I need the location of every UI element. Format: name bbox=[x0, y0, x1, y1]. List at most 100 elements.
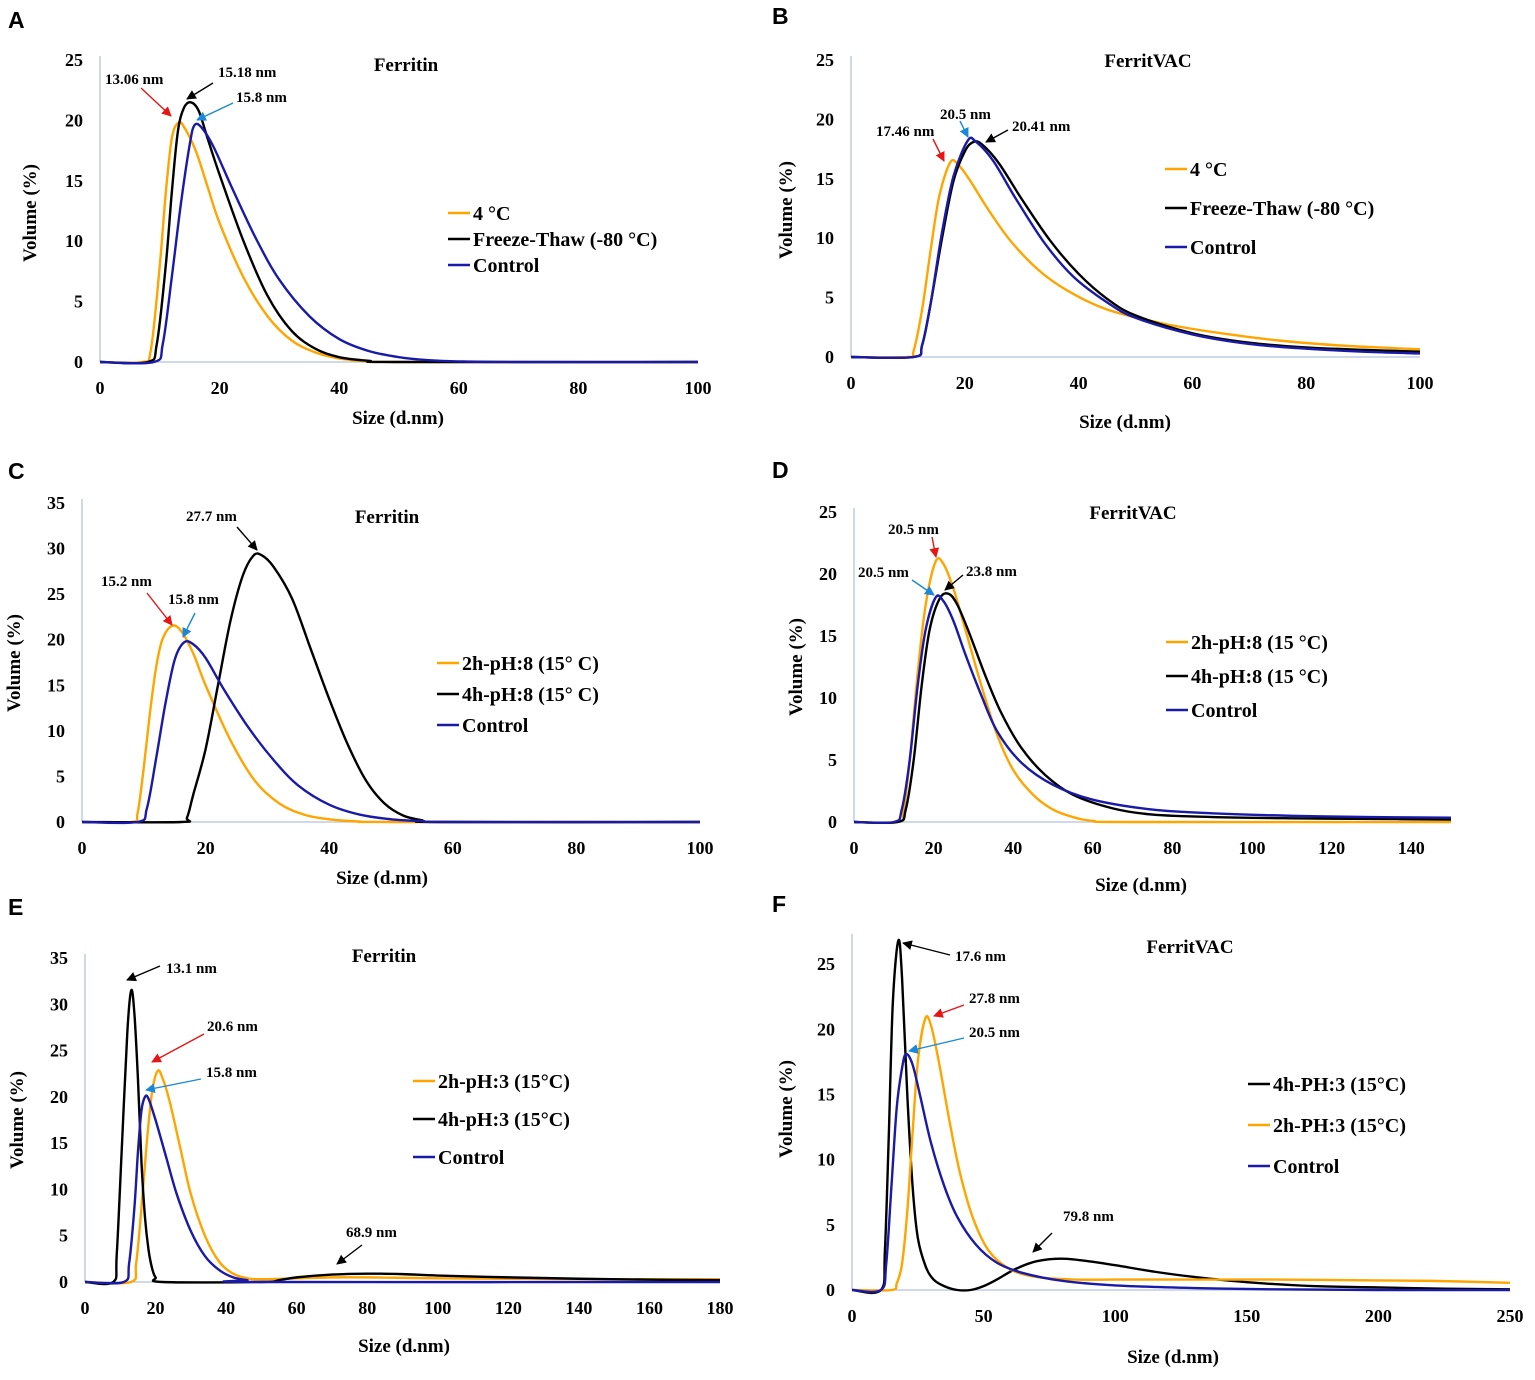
x-tick-label: 80 bbox=[1297, 373, 1315, 393]
x-tick-label: 80 bbox=[569, 378, 587, 398]
x-axis-label: Size (d.nm) bbox=[352, 408, 444, 429]
legend-label: Control bbox=[473, 255, 540, 277]
y-tick-label: 15 bbox=[65, 171, 83, 191]
y-axis-label: Volume (%) bbox=[4, 614, 25, 712]
series-line-3 bbox=[853, 594, 1452, 825]
y-tick-label: 0 bbox=[826, 1280, 835, 1300]
x-axis-label: Size (d.nm) bbox=[336, 868, 428, 889]
x-tick-label: 40 bbox=[217, 1298, 235, 1318]
peak-annotation-label: 15.8 nm bbox=[236, 90, 287, 106]
x-tick-label: 20 bbox=[147, 1298, 165, 1318]
x-tick-label: 150 bbox=[1233, 1306, 1260, 1326]
x-axis-label: Size (d.nm) bbox=[1127, 1347, 1219, 1368]
y-tick-label: 35 bbox=[50, 948, 68, 968]
peak-annotation-label: 13.06 nm bbox=[105, 72, 164, 88]
legend-label: 2h-pH:8 (15 °C) bbox=[1191, 632, 1328, 654]
series-line-2 bbox=[850, 140, 1421, 360]
y-tick-label: 30 bbox=[50, 994, 68, 1014]
x-tick-label: 100 bbox=[1407, 373, 1434, 393]
y-tick-label: 10 bbox=[819, 688, 837, 708]
legend-label: 4 °C bbox=[1190, 159, 1227, 181]
x-tick-label: 100 bbox=[1102, 1306, 1129, 1326]
chart-title: Ferritin bbox=[355, 507, 420, 528]
peak-annotation-label: 20.41 nm bbox=[1012, 119, 1071, 135]
series-line-3 bbox=[850, 136, 1421, 360]
series-line-2 bbox=[851, 1015, 1511, 1292]
y-tick-label: 25 bbox=[817, 954, 835, 974]
chart-title: Ferritin bbox=[374, 55, 439, 76]
chart-title: FerritVAC bbox=[1146, 937, 1233, 958]
peak-annotation-label: 23.8 nm bbox=[966, 564, 1017, 580]
series-line-2 bbox=[84, 988, 721, 1286]
peak-annotation-label: 20.5 nm bbox=[858, 565, 909, 581]
x-tick-label: 120 bbox=[495, 1298, 522, 1318]
legend-label: 2h-pH:8 (15° C) bbox=[462, 653, 599, 675]
x-tick-label: 60 bbox=[1183, 373, 1201, 393]
y-tick-label: 10 bbox=[817, 1150, 835, 1170]
panel-letter: E bbox=[8, 894, 23, 920]
x-tick-label: 60 bbox=[1084, 838, 1102, 858]
peak-annotation-label: 15.2 nm bbox=[101, 574, 152, 590]
x-tick-label: 80 bbox=[358, 1298, 376, 1318]
panel-c: C 0 20 40 60 80 100 0 5 10 15 20 25 30 35 Size (d.nm) Vo… bbox=[4, 458, 714, 889]
legend-label: Control bbox=[1191, 700, 1258, 722]
series-line-3 bbox=[851, 1052, 1511, 1294]
panel-letter: B bbox=[772, 3, 789, 29]
peak-annotation-label: 68.9 nm bbox=[346, 1225, 397, 1241]
y-tick-label: 25 bbox=[816, 50, 834, 70]
legend-label: Control bbox=[438, 1147, 505, 1169]
y-tick-label: 0 bbox=[828, 812, 837, 832]
x-tick-label: 0 bbox=[850, 838, 859, 858]
x-tick-label: 40 bbox=[320, 838, 338, 858]
x-tick-label: 60 bbox=[288, 1298, 306, 1318]
y-tick-label: 30 bbox=[47, 539, 65, 559]
peak-annotation-label: 15.18 nm bbox=[218, 65, 277, 81]
x-tick-label: 140 bbox=[1398, 838, 1425, 858]
x-tick-label: 200 bbox=[1365, 1306, 1392, 1326]
x-tick-label: 60 bbox=[450, 378, 468, 398]
peak-annotation-arrow bbox=[140, 87, 172, 117]
x-tick-label: 100 bbox=[424, 1298, 451, 1318]
x-tick-label: 20 bbox=[925, 838, 943, 858]
series-line-1 bbox=[81, 624, 701, 824]
series-line-1 bbox=[853, 556, 1452, 825]
y-tick-label: 25 bbox=[65, 50, 83, 70]
x-tick-label: 20 bbox=[956, 373, 974, 393]
legend-label: 4h-pH:8 (15 °C) bbox=[1191, 666, 1328, 688]
peak-annotation-arrow bbox=[911, 579, 935, 596]
series-line-1 bbox=[851, 938, 1511, 1295]
peak-annotation-arrow bbox=[929, 536, 940, 558]
legend-label: Control bbox=[1190, 237, 1257, 259]
series-line-2 bbox=[99, 101, 699, 365]
series-line-3 bbox=[99, 122, 699, 365]
peak-annotation-label: 20.5 nm bbox=[940, 107, 991, 123]
y-tick-label: 5 bbox=[59, 1226, 68, 1246]
peak-annotation-arrow bbox=[236, 526, 258, 551]
peak-annotation-arrow bbox=[196, 102, 234, 121]
series-line-2 bbox=[81, 552, 701, 824]
peak-annotation-arrow bbox=[151, 1033, 205, 1063]
x-tick-label: 50 bbox=[975, 1306, 993, 1326]
peak-annotation-arrow bbox=[944, 574, 964, 591]
peak-annotation-arrow bbox=[932, 138, 945, 162]
chart-title: FerritVAC bbox=[1104, 51, 1191, 72]
y-tick-label: 0 bbox=[56, 812, 65, 832]
peak-annotation-arrow bbox=[126, 965, 161, 982]
y-tick-label: 5 bbox=[826, 1215, 835, 1235]
x-tick-label: 140 bbox=[565, 1298, 592, 1318]
legend-label: Freeze-Thaw (-80 °C) bbox=[473, 229, 657, 251]
y-tick-label: 25 bbox=[47, 584, 65, 604]
peak-annotation-arrow bbox=[145, 1078, 202, 1094]
y-axis-label: Volume (%) bbox=[7, 1071, 28, 1169]
y-tick-label: 20 bbox=[817, 1019, 835, 1039]
y-axis-label: Volume (%) bbox=[776, 161, 797, 259]
x-tick-label: 180 bbox=[707, 1298, 734, 1318]
y-tick-label: 10 bbox=[65, 231, 83, 251]
peak-annotation-label: 17.6 nm bbox=[955, 949, 1006, 965]
panel-b: B 0 20 40 60 80 100 0 5 10 15 20 25 Size (d.nm) Volume… bbox=[772, 3, 1434, 433]
y-axis-label: Volume (%) bbox=[786, 618, 807, 716]
x-tick-label: 80 bbox=[567, 838, 585, 858]
panel-letter: C bbox=[8, 458, 25, 484]
peak-annotation-label: 17.46 nm bbox=[876, 124, 935, 140]
series-line-2 bbox=[853, 592, 1452, 825]
